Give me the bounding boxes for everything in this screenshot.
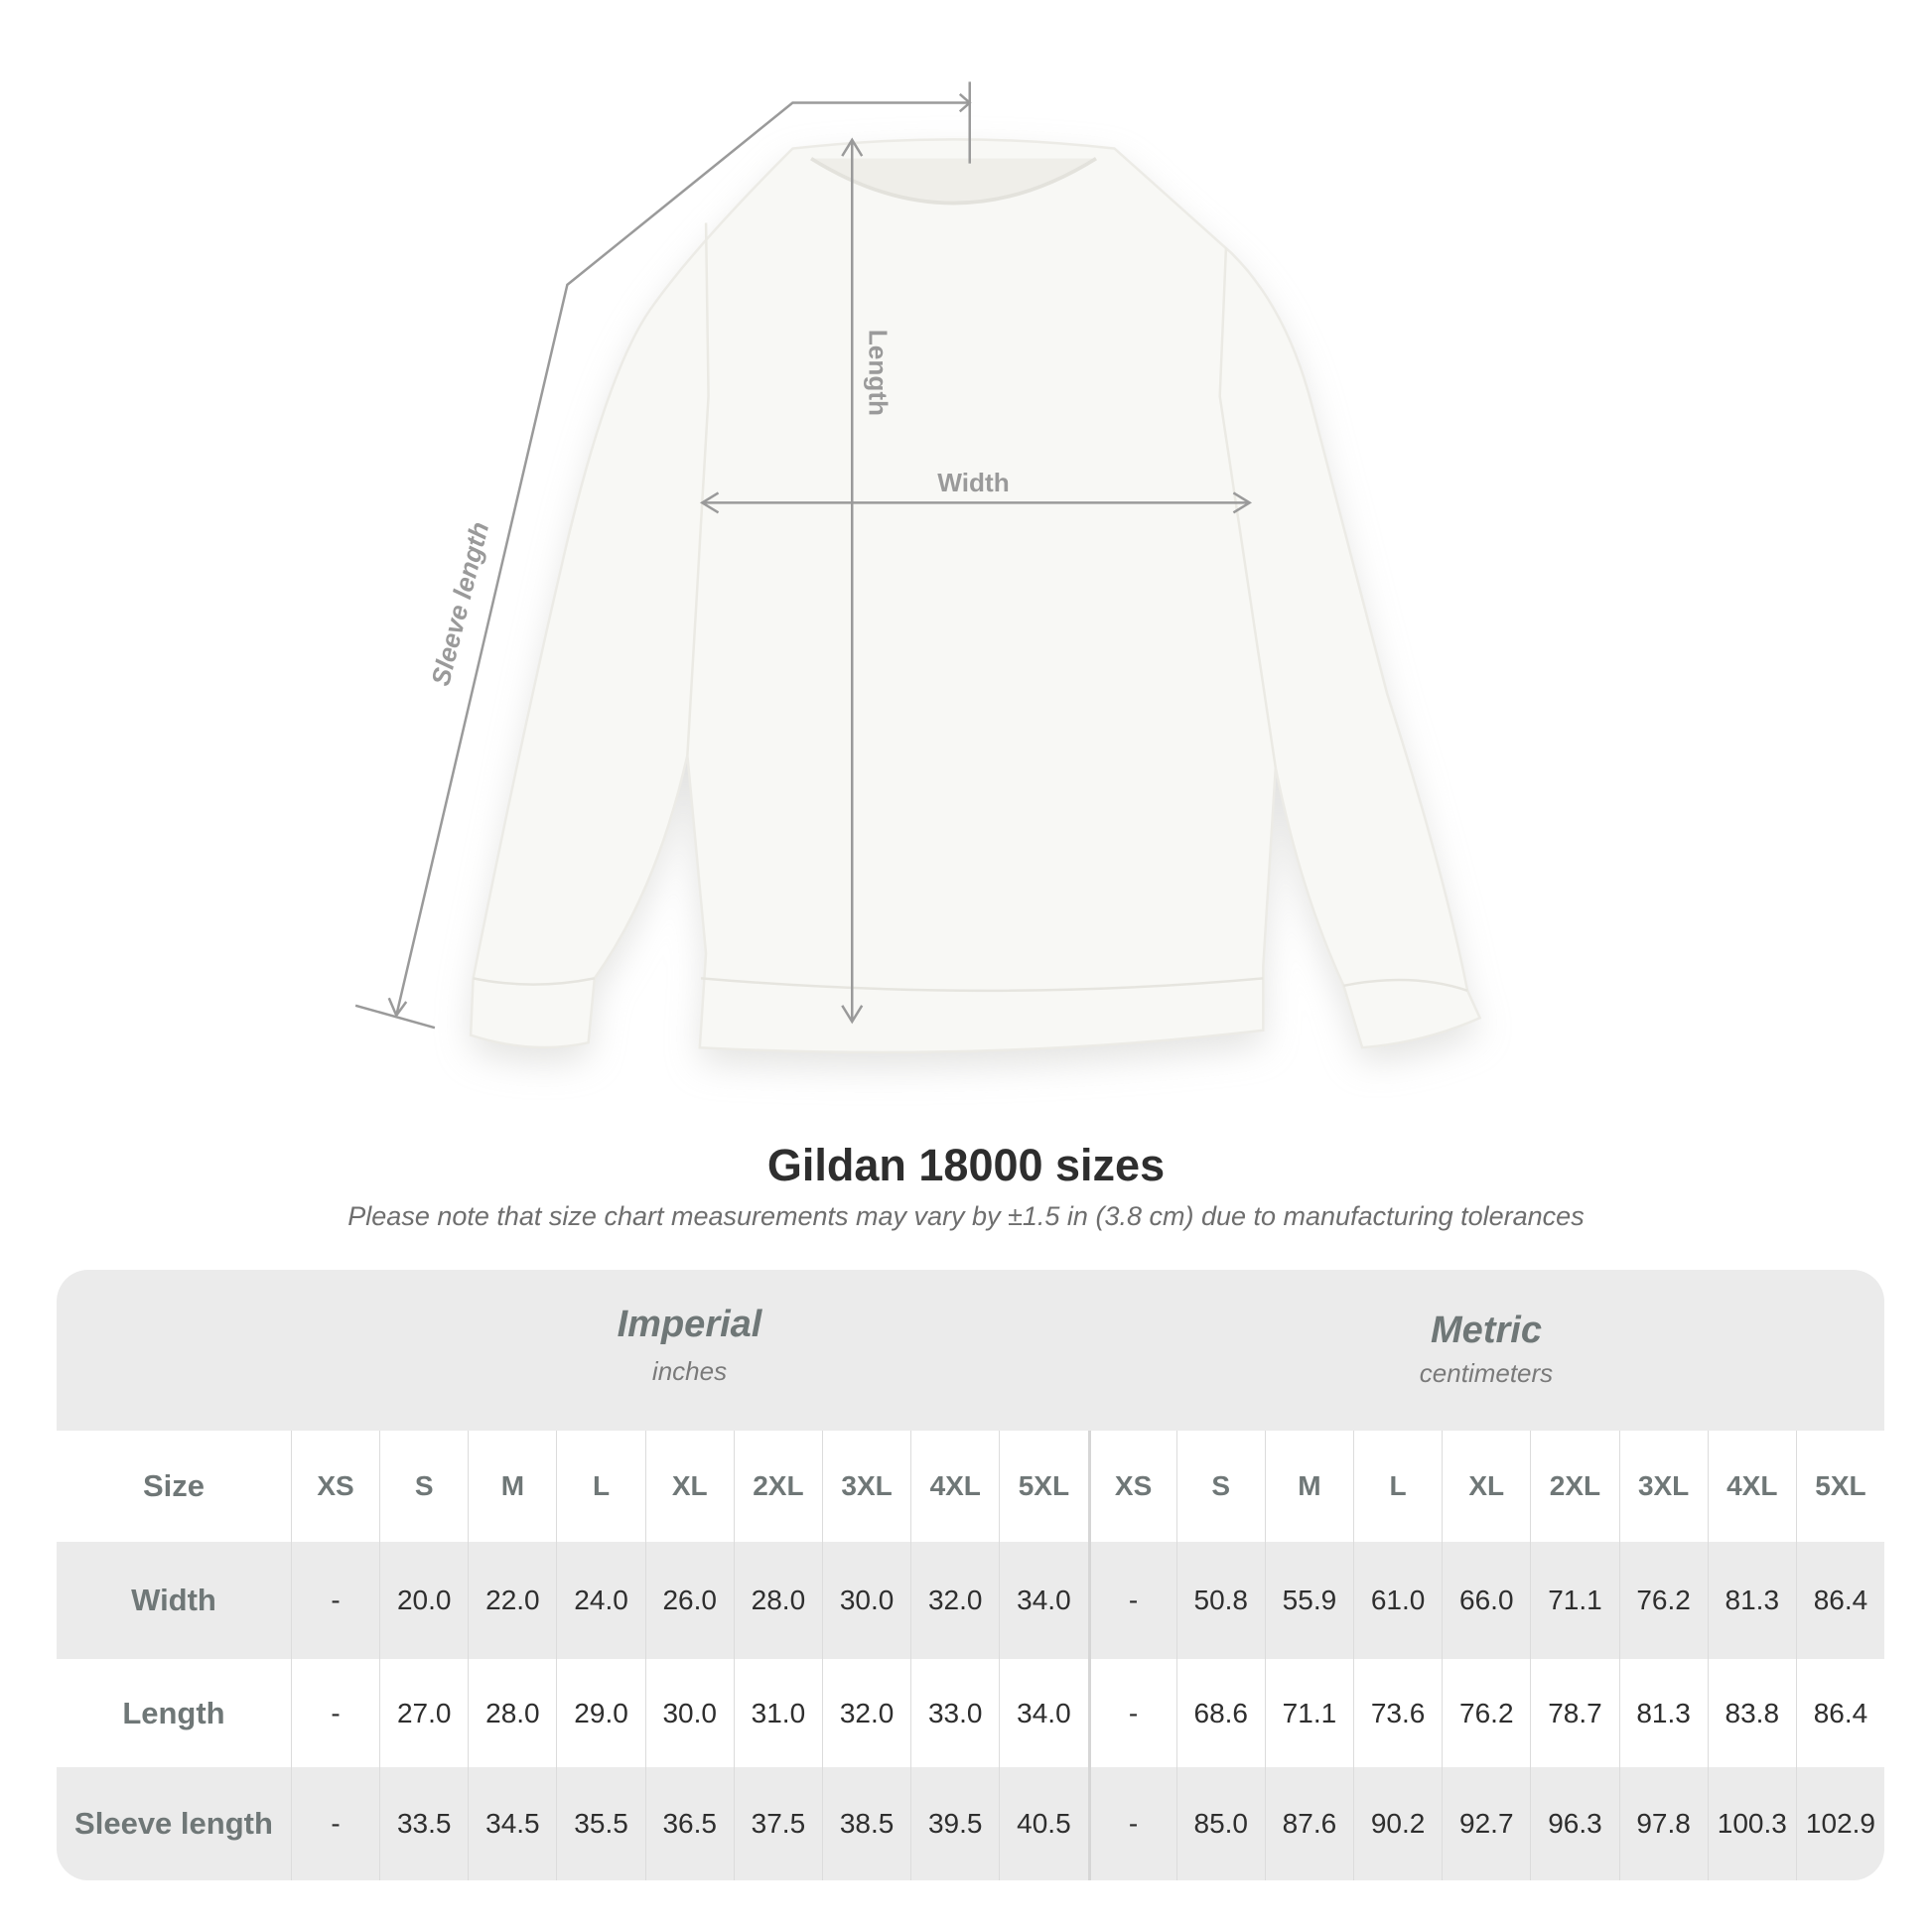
- size-header-cell: XL: [1442, 1431, 1530, 1542]
- size-header-cell: L: [1353, 1431, 1442, 1542]
- table-cell: 40.5: [999, 1767, 1087, 1880]
- metric-label: Metric: [1431, 1310, 1542, 1351]
- metric-unit: centimeters: [1419, 1358, 1554, 1388]
- table-cell: 38.5: [821, 1767, 910, 1880]
- size-header-cell: 5XL: [1795, 1431, 1884, 1542]
- table-cell: 33.0: [910, 1659, 999, 1767]
- table-cell: 20.0: [379, 1542, 468, 1659]
- table-cell: 61.0: [1353, 1542, 1442, 1659]
- sleeve-length-label: Sleeve length: [425, 519, 494, 689]
- table-cell: 68.6: [1175, 1659, 1265, 1767]
- table-cell: 55.9: [1264, 1542, 1353, 1659]
- sweatshirt-image: [469, 138, 1482, 1067]
- table-cell: 30.0: [821, 1542, 910, 1659]
- table-cell: 39.5: [910, 1767, 999, 1880]
- table-cell: 97.8: [1618, 1767, 1708, 1880]
- table-cell: 28.0: [733, 1542, 822, 1659]
- row-label: Width: [131, 1583, 216, 1617]
- table-row: Length -27.0 28.0 29.0 30.0 31.0 32.0 33.0 34.0…: [57, 1659, 1884, 1767]
- size-header-cell: 4XL: [1707, 1431, 1796, 1542]
- table-cell: 35.5: [556, 1767, 644, 1880]
- size-header-cell: S: [1175, 1431, 1265, 1542]
- table-cell: 86.4: [1795, 1542, 1884, 1659]
- row-label: Size: [142, 1468, 205, 1503]
- table-cell: 83.8: [1707, 1659, 1796, 1767]
- table-cell: 76.2: [1442, 1659, 1530, 1767]
- measure-lines: [354, 81, 1253, 1030]
- table-cell: 81.3: [1618, 1659, 1708, 1767]
- size-table: Imperial inches Metric centimeters Size …: [57, 1270, 1884, 1880]
- length-label: Length: [864, 330, 894, 416]
- table-cell: 102.9: [1795, 1767, 1884, 1880]
- table-cell: 30.0: [644, 1659, 734, 1767]
- table-cell: 32.0: [821, 1659, 910, 1767]
- table-row: Sleeve length -33.5 34.5 35.5 36.5 37.5 38.5 3…: [57, 1767, 1884, 1880]
- size-header-cell: S: [379, 1431, 468, 1542]
- size-header-cell: 5XL: [999, 1431, 1087, 1542]
- table-cell: 81.3: [1707, 1542, 1796, 1659]
- table-cell: -: [290, 1542, 379, 1659]
- size-header-cell: M: [1264, 1431, 1353, 1542]
- size-header-cell: M: [468, 1431, 556, 1542]
- size-header-cell: 2XL: [733, 1431, 822, 1542]
- table-cell: 90.2: [1353, 1767, 1442, 1880]
- table-cell: 26.0: [644, 1542, 734, 1659]
- table-cell: 92.7: [1442, 1767, 1530, 1880]
- table-cell: -: [1087, 1542, 1176, 1659]
- size-header-cell: XS: [1087, 1431, 1176, 1542]
- table-cell: 37.5: [733, 1767, 822, 1880]
- imperial-label: Imperial: [617, 1304, 762, 1345]
- table-cell: 73.6: [1353, 1659, 1442, 1767]
- table-cell: 96.3: [1530, 1767, 1618, 1880]
- table-cell: 22.0: [468, 1542, 556, 1659]
- size-header-cell: 3XL: [821, 1431, 910, 1542]
- page-title: Gildan 18000 sizes: [766, 1140, 1166, 1190]
- table-cell: 24.0: [556, 1542, 644, 1659]
- table-cell: 27.0: [379, 1659, 468, 1767]
- row-label: Sleeve length: [74, 1806, 273, 1841]
- table-cell: -: [1087, 1659, 1176, 1767]
- table-cell: 36.5: [644, 1767, 734, 1880]
- table-cell: 34.0: [999, 1542, 1087, 1659]
- table-cell: 76.2: [1618, 1542, 1708, 1659]
- table-cell: 78.7: [1530, 1659, 1618, 1767]
- table-cell: 50.8: [1175, 1542, 1265, 1659]
- size-header-cell: L: [556, 1431, 644, 1542]
- table-cell: 34.5: [468, 1767, 556, 1880]
- imperial-group: Imperial inches: [291, 1270, 1088, 1431]
- table-cell: 87.6: [1264, 1767, 1353, 1880]
- unit-header: Imperial inches Metric centimeters: [57, 1270, 1884, 1431]
- table-cell: -: [290, 1659, 379, 1767]
- table-cell: 28.0: [468, 1659, 556, 1767]
- table-cell: -: [1087, 1767, 1176, 1880]
- sweatshirt-measurement-diagram: Length Width Sleeve length: [354, 81, 1482, 1067]
- size-header-cell: XS: [290, 1431, 379, 1542]
- size-header-row: Size XS S M L XL 2XL 3XL 4XL 5XL XS S M L XL 2XL 3XL 4XL…: [57, 1431, 1884, 1542]
- imperial-unit: inches: [651, 1356, 728, 1386]
- table-cell: 29.0: [556, 1659, 644, 1767]
- table-cell: 71.1: [1264, 1659, 1353, 1767]
- table-cell: 33.5: [379, 1767, 468, 1880]
- width-label: Width: [937, 468, 1009, 497]
- table-cell: 71.1: [1530, 1542, 1618, 1659]
- table-cell: 34.0: [999, 1659, 1087, 1767]
- table-cell: 31.0: [733, 1659, 822, 1767]
- size-header-cell: XL: [644, 1431, 734, 1542]
- table-row: Width -20.0 22.0 24.0 26.0 28.0 30.0 32.0 34.0-…: [57, 1542, 1884, 1659]
- table-cell: 32.0: [910, 1542, 999, 1659]
- row-label: Length: [122, 1695, 225, 1730]
- table-cell: 66.0: [1442, 1542, 1530, 1659]
- table-cell: 86.4: [1795, 1659, 1884, 1767]
- size-header-cell: 2XL: [1530, 1431, 1618, 1542]
- table-cell: 85.0: [1175, 1767, 1265, 1880]
- table-cell: 100.3: [1707, 1767, 1796, 1880]
- tolerance-note: Please note that size chart measurements…: [347, 1201, 1585, 1231]
- size-header-cell: 4XL: [910, 1431, 999, 1542]
- size-header-cell: 3XL: [1618, 1431, 1708, 1542]
- table-cell: -: [290, 1767, 379, 1880]
- metric-group: Metric centimeters: [1088, 1270, 1884, 1431]
